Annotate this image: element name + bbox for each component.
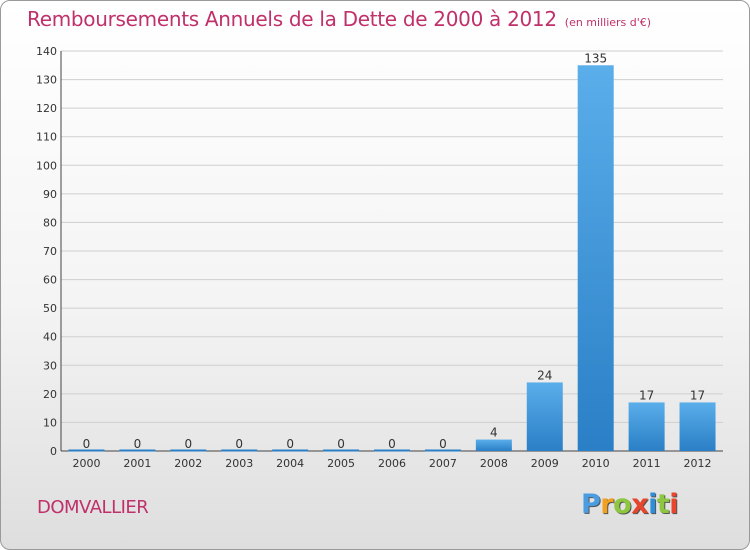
bar-value-label: 17 <box>639 388 654 402</box>
x-tick-label: 2001 <box>123 457 151 470</box>
bar <box>526 382 563 451</box>
y-tick-label: 10 <box>43 416 57 429</box>
y-tick-label: 20 <box>43 388 57 401</box>
x-tick-label: 2009 <box>531 457 559 470</box>
x-tick-label: 2003 <box>225 457 253 470</box>
y-tick-label: 50 <box>43 302 57 315</box>
x-tick-label: 2000 <box>72 457 100 470</box>
logo-letter: x <box>631 489 649 520</box>
bar-value-label: 0 <box>184 437 192 451</box>
x-tick-label: 2007 <box>429 457 457 470</box>
bar-value-label: 0 <box>388 437 396 451</box>
x-tick-label: 2002 <box>174 457 202 470</box>
x-tick-label: 2012 <box>684 457 712 470</box>
logo-letter: o <box>613 489 632 520</box>
bar-value-label: 0 <box>235 437 243 451</box>
commune-name: DOMVALLIER <box>37 497 149 518</box>
y-tick-label: 70 <box>43 245 57 258</box>
bar-value-label: 0 <box>439 437 447 451</box>
bar <box>577 65 614 452</box>
bar-value-label: 4 <box>490 426 498 440</box>
x-tick-label: 2004 <box>276 457 304 470</box>
bar-value-label: 0 <box>286 437 294 451</box>
bar-value-label: 24 <box>537 368 552 382</box>
bar <box>628 402 665 451</box>
chart-title: Remboursements Annuels de la Dette de 20… <box>27 7 651 31</box>
x-tick-label: 2011 <box>633 457 661 470</box>
y-tick-label: 30 <box>43 359 57 372</box>
logo-letter: r <box>600 489 614 520</box>
bar <box>679 402 716 451</box>
x-tick-label: 2005 <box>327 457 355 470</box>
y-tick-label: 90 <box>43 188 57 201</box>
y-tick-label: 40 <box>43 331 57 344</box>
logo-letter: i <box>669 489 679 520</box>
y-tick-label: 80 <box>43 216 57 229</box>
bar-value-label: 17 <box>690 388 705 402</box>
y-tick-label: 100 <box>36 159 57 172</box>
y-tick-label: 110 <box>36 131 57 144</box>
bar <box>475 439 512 451</box>
bar-value-label: 0 <box>83 437 91 451</box>
bar-value-label: 135 <box>584 51 607 65</box>
chart-unit: (en milliers d'€) <box>564 16 652 29</box>
y-tick-label: 60 <box>43 274 57 287</box>
y-tick-label: 0 <box>50 445 57 458</box>
x-tick-label: 2006 <box>378 457 406 470</box>
bar-value-label: 0 <box>134 437 142 451</box>
logo-letter: i <box>648 489 657 520</box>
bar-value-label: 0 <box>337 437 345 451</box>
y-tick-label: 120 <box>36 102 57 115</box>
y-tick-label: 140 <box>36 45 57 58</box>
x-tick-label: 2010 <box>582 457 610 470</box>
logo-letter: t <box>656 489 670 520</box>
y-tick-label: 130 <box>36 74 57 87</box>
proxiti-logo: Proxiti <box>581 489 679 520</box>
chart-title-text: Remboursements Annuels de la Dette de 20… <box>27 7 557 31</box>
logo-letter: P <box>581 489 601 520</box>
x-tick-label: 2008 <box>480 457 508 470</box>
